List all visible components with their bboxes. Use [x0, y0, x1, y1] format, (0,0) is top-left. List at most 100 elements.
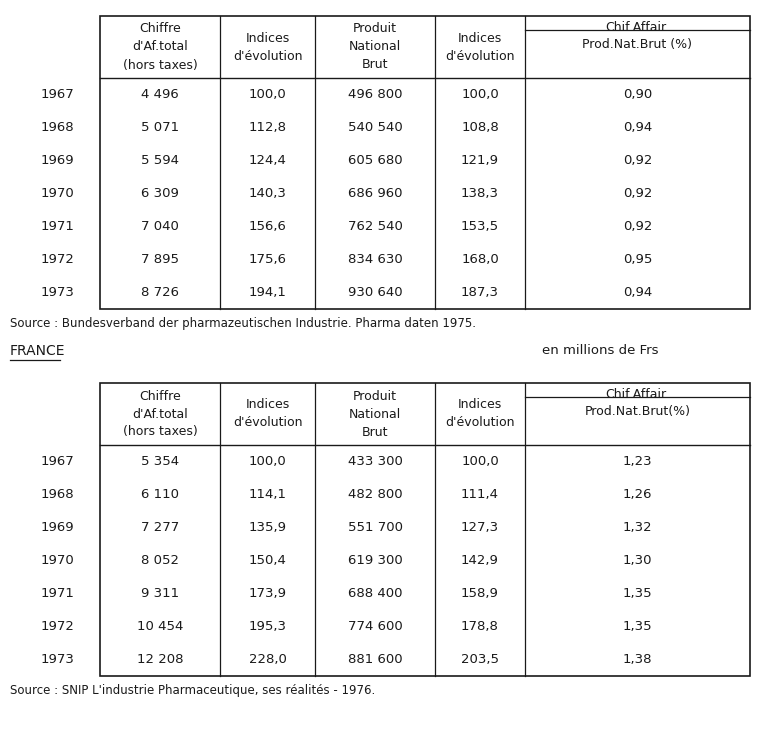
- Text: 187,3: 187,3: [461, 286, 499, 299]
- Text: 1,23: 1,23: [623, 455, 652, 468]
- Text: 203,5: 203,5: [461, 653, 499, 666]
- Text: 1968: 1968: [40, 121, 74, 134]
- Text: 1970: 1970: [40, 554, 74, 567]
- Text: 1971: 1971: [40, 587, 74, 600]
- Text: 0,95: 0,95: [623, 253, 652, 266]
- Text: 100,0: 100,0: [461, 455, 499, 468]
- Text: Produit
National
Brut: Produit National Brut: [349, 23, 401, 72]
- Text: Chif.Affair.: Chif.Affair.: [605, 21, 670, 34]
- Text: 762 540: 762 540: [347, 220, 403, 233]
- Text: 9 311: 9 311: [141, 587, 179, 600]
- Text: 688 400: 688 400: [347, 587, 402, 600]
- Text: 111,4: 111,4: [461, 488, 499, 501]
- Text: Prod.Nat.Brut (%): Prod.Nat.Brut (%): [582, 38, 693, 51]
- Text: 1971: 1971: [40, 220, 74, 233]
- Text: 881 600: 881 600: [347, 653, 403, 666]
- Text: 100,0: 100,0: [249, 455, 286, 468]
- Text: 5 071: 5 071: [141, 121, 179, 134]
- Text: 158,9: 158,9: [461, 587, 499, 600]
- Text: 834 630: 834 630: [347, 253, 403, 266]
- Text: 619 300: 619 300: [347, 554, 403, 567]
- Text: 150,4: 150,4: [249, 554, 286, 567]
- Bar: [100, 383, 750, 676]
- Text: 1969: 1969: [40, 154, 74, 167]
- Text: 0,90: 0,90: [623, 88, 652, 101]
- Text: FRANCE: FRANCE: [10, 344, 65, 358]
- Text: 540 540: 540 540: [347, 121, 403, 134]
- Text: 195,3: 195,3: [249, 620, 287, 633]
- Text: 228,0: 228,0: [249, 653, 286, 666]
- Text: 7 040: 7 040: [141, 220, 179, 233]
- Text: 551 700: 551 700: [347, 521, 403, 534]
- Text: 0,92: 0,92: [623, 187, 652, 200]
- Text: Indices
d'évolution: Indices d'évolution: [446, 398, 515, 429]
- Text: 168,0: 168,0: [461, 253, 499, 266]
- Text: 5 354: 5 354: [141, 455, 179, 468]
- Text: 5 594: 5 594: [141, 154, 179, 167]
- Text: 1,35: 1,35: [623, 620, 652, 633]
- Text: 7 277: 7 277: [141, 521, 179, 534]
- Text: Chiffre
d'Af.total
(hors taxes): Chiffre d'Af.total (hors taxes): [123, 23, 197, 72]
- Text: 112,8: 112,8: [249, 121, 287, 134]
- Text: 433 300: 433 300: [347, 455, 403, 468]
- Text: 482 800: 482 800: [347, 488, 403, 501]
- Text: 138,3: 138,3: [461, 187, 499, 200]
- Text: 496 800: 496 800: [347, 88, 402, 101]
- Text: 1,30: 1,30: [623, 554, 652, 567]
- Text: 175,6: 175,6: [249, 253, 287, 266]
- Text: 173,9: 173,9: [249, 587, 287, 600]
- Text: 135,9: 135,9: [249, 521, 287, 534]
- Text: 774 600: 774 600: [347, 620, 403, 633]
- Text: 10 454: 10 454: [137, 620, 183, 633]
- Text: 8 726: 8 726: [141, 286, 179, 299]
- Text: 1967: 1967: [40, 455, 74, 468]
- Text: 1970: 1970: [40, 187, 74, 200]
- Text: 6 110: 6 110: [141, 488, 179, 501]
- Text: 0,92: 0,92: [623, 154, 652, 167]
- Text: Chif.Affair.: Chif.Affair.: [605, 388, 670, 401]
- Text: 1,26: 1,26: [623, 488, 652, 501]
- Text: 605 680: 605 680: [347, 154, 403, 167]
- Text: 100,0: 100,0: [461, 88, 499, 101]
- Text: 194,1: 194,1: [249, 286, 286, 299]
- Text: 127,3: 127,3: [461, 521, 499, 534]
- Text: 6 309: 6 309: [141, 187, 179, 200]
- Text: 1973: 1973: [40, 653, 74, 666]
- Text: 178,8: 178,8: [461, 620, 499, 633]
- Text: 100,0: 100,0: [249, 88, 286, 101]
- Text: 1,32: 1,32: [623, 521, 652, 534]
- Text: 1973: 1973: [40, 286, 74, 299]
- Text: 142,9: 142,9: [461, 554, 499, 567]
- Text: 4 496: 4 496: [141, 88, 179, 101]
- Text: 1969: 1969: [40, 521, 74, 534]
- Text: Prod.Nat.Brut(%): Prod.Nat.Brut(%): [584, 405, 690, 418]
- Text: Source : Bundesverband der pharmazeutischen Industrie. Pharma daten 1975.: Source : Bundesverband der pharmazeutisc…: [10, 317, 476, 330]
- Bar: [100, 16, 750, 309]
- Text: 121,9: 121,9: [461, 154, 499, 167]
- Text: Source : SNIP L'industrie Pharmaceutique, ses réalités - 1976.: Source : SNIP L'industrie Pharmaceutique…: [10, 684, 375, 697]
- Text: 0,94: 0,94: [623, 286, 652, 299]
- Text: 124,4: 124,4: [249, 154, 286, 167]
- Text: 686 960: 686 960: [347, 187, 402, 200]
- Text: 108,8: 108,8: [461, 121, 499, 134]
- Text: 12 208: 12 208: [137, 653, 183, 666]
- Text: 1968: 1968: [40, 488, 74, 501]
- Text: en millions de Frs: en millions de Frs: [542, 345, 658, 358]
- Text: 153,5: 153,5: [461, 220, 499, 233]
- Text: 930 640: 930 640: [347, 286, 403, 299]
- Text: 0,92: 0,92: [623, 220, 652, 233]
- Text: 114,1: 114,1: [249, 488, 287, 501]
- Text: 1967: 1967: [40, 88, 74, 101]
- Text: Indices
d'évolution: Indices d'évolution: [446, 32, 515, 63]
- Text: 1,38: 1,38: [623, 653, 652, 666]
- Text: 1,35: 1,35: [623, 587, 652, 600]
- Text: 156,6: 156,6: [249, 220, 286, 233]
- Text: Produit
National
Brut: Produit National Brut: [349, 389, 401, 438]
- Text: 140,3: 140,3: [249, 187, 286, 200]
- Text: Indices
d'évolution: Indices d'évolution: [232, 32, 302, 63]
- Text: 7 895: 7 895: [141, 253, 179, 266]
- Text: Indices
d'évolution: Indices d'évolution: [232, 398, 302, 429]
- Text: 8 052: 8 052: [141, 554, 179, 567]
- Text: 0,94: 0,94: [623, 121, 652, 134]
- Text: 1972: 1972: [40, 253, 74, 266]
